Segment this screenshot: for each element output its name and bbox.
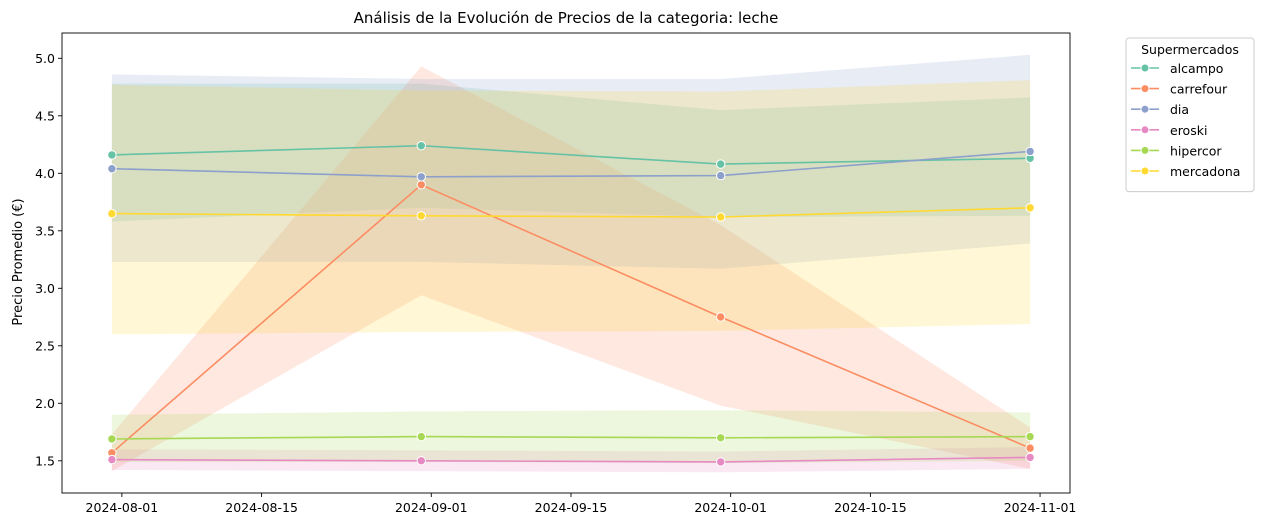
x-tick-label: 2024-10-15 (834, 500, 907, 515)
x-tick-label: 2024-09-15 (535, 500, 608, 515)
data-point-eroski (416, 456, 426, 466)
y-tick-label: 5.0 (35, 51, 55, 66)
data-point-carrefour (1025, 443, 1035, 453)
ci-band-alcampo (111, 83, 1031, 222)
data-point-dia (716, 170, 726, 181)
series-line-mercadona (111, 207, 1031, 218)
x-tick-label: 2024-08-15 (225, 500, 298, 515)
series-line-dia (111, 150, 1031, 178)
data-point-hipercor (1025, 431, 1035, 442)
data-point-mercadona (716, 212, 726, 222)
legend-title: Supermercados (1141, 42, 1239, 57)
data-point-alcampo (107, 150, 117, 160)
x-tick-label: 2024-09-01 (395, 500, 468, 515)
legend-marker-eroski (1140, 125, 1150, 135)
x-tick-label: 2024-10-01 (694, 500, 767, 515)
ci-band-mercadona (111, 80, 1031, 335)
legend-marker-mercadona (1140, 166, 1150, 176)
legend-marker-dia (1140, 104, 1150, 114)
chart-title: Análisis de la Evolución de Precios de l… (354, 9, 779, 27)
legend-label-alcampo: alcampo (1170, 61, 1223, 76)
y-axis-label: Precio Promedio (€) (11, 198, 26, 325)
series-line-eroski (111, 456, 1031, 463)
series-line-alcampo (111, 144, 1031, 165)
data-point-alcampo (716, 159, 726, 169)
data-point-eroski (716, 457, 726, 467)
ci-band-eroski (111, 447, 1031, 473)
x-tick-label: 2024-08-01 (86, 500, 159, 515)
legend-marker-carrefour (1140, 84, 1150, 94)
legend-marker-alcampo (1140, 63, 1150, 73)
y-tick-label: 2.5 (35, 338, 55, 353)
legend-label-mercadona: mercadona (1170, 164, 1240, 179)
plot-area: 1.5 2.0 2.5 3.0 3.5 4.0 4.5 5.0 2024-08-01 2024-0… (35, 32, 1077, 515)
plot-frame (61, 32, 1071, 494)
legend-box (1125, 37, 1255, 193)
y-tick-label: 2.0 (35, 396, 55, 411)
data-point-mercadona (1025, 203, 1035, 213)
legend-label-carrefour: carrefour (1170, 82, 1228, 97)
y-tick-label: 1.5 (35, 453, 55, 468)
x-tick-label: 2024-11-01 (1004, 500, 1077, 515)
data-point-eroski (1025, 452, 1035, 463)
data-point-dia (416, 172, 426, 182)
legend-label-dia: dia (1170, 102, 1189, 117)
data-point-dia (1025, 146, 1035, 157)
y-tick-label: 3.5 (35, 223, 55, 238)
y-tick-label: 4.0 (35, 166, 55, 181)
data-point-carrefour (416, 180, 426, 190)
legend-marker-hipercor (1140, 145, 1150, 155)
data-point-alcampo (416, 141, 426, 151)
data-point-hipercor (107, 434, 117, 444)
data-point-dia (107, 164, 117, 174)
y-tick-label: 4.5 (35, 108, 55, 123)
data-point-mercadona (416, 211, 426, 221)
legend-label-eroski: eroski (1170, 123, 1207, 138)
data-point-eroski (107, 454, 117, 465)
legend-label-hipercor: hipercor (1170, 143, 1222, 158)
data-point-hipercor (416, 431, 426, 442)
data-point-mercadona (107, 208, 117, 219)
data-point-hipercor (716, 433, 726, 443)
legend: Supermercados alcampo carrefour dia eroski hi… (1125, 37, 1255, 193)
series-line-hipercor (111, 435, 1031, 440)
data-point-carrefour (716, 312, 726, 322)
ci-band-carrefour (111, 66, 1031, 472)
series-line-carrefour (111, 183, 1031, 454)
y-tick-label: 3.0 (35, 281, 55, 296)
